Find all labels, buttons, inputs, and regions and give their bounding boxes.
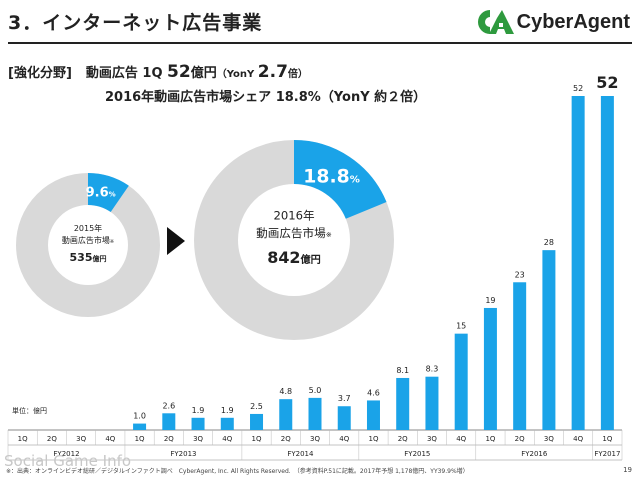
x-tick-label: 4Q [222, 435, 232, 443]
focus-value: 52 [167, 62, 191, 82]
focus-tag: [強化分野] [8, 66, 72, 81]
bar-value-label: 1.0 [133, 412, 146, 421]
bar-value-label: 8.1 [396, 366, 409, 375]
bar [513, 282, 527, 430]
focus-prefix: 動画広告 1Q [85, 66, 168, 81]
x-tick-label: 3Q [193, 435, 203, 443]
x-tick-label: 2Q [281, 435, 291, 443]
donut-note-mark: ※ [110, 239, 114, 245]
bar [250, 413, 264, 430]
bar [571, 96, 585, 430]
x-tick-label: 1Q [135, 435, 145, 443]
x-tick-label: 3Q [427, 435, 437, 443]
page-number: 19 [623, 466, 632, 474]
donut-amount: 535億円 [70, 251, 107, 264]
arrow-right-icon [167, 227, 185, 255]
x-tick-label: 4Q [105, 435, 115, 443]
focus-unit: 億円 [190, 66, 217, 81]
donut-share-segment [87, 173, 129, 213]
x-tick-label: 1Q [602, 435, 612, 443]
bar [600, 96, 614, 430]
title-divider [8, 42, 632, 44]
donut-market-label: 動画広告市場※ [256, 226, 332, 240]
bar-value-label: 23 [515, 270, 525, 279]
bar-value-label: 4.8 [279, 387, 292, 396]
watermark: Social Game Info [4, 452, 132, 470]
x-tick-label: 4Q [339, 435, 349, 443]
fiscal-year-label: FY2017 [594, 450, 620, 458]
bar [396, 377, 410, 430]
donut-share-label: 9.6% [86, 186, 116, 201]
page-title: 3．インターネット広告事業 [8, 12, 263, 34]
donut-market-label: 動画広告市場※ [62, 235, 114, 245]
bar-value-label: 52 [596, 73, 618, 92]
bar [366, 400, 380, 430]
fiscal-year-label: FY2015 [404, 450, 430, 458]
x-tick-label: 1Q [368, 435, 378, 443]
fiscal-year-label: FY2016 [521, 450, 548, 458]
donut-share-unit: % [350, 174, 360, 185]
bar-value-label: 3.7 [338, 394, 351, 403]
bar [454, 333, 468, 430]
bar [279, 399, 293, 430]
bar [162, 413, 176, 430]
donut-share-segment [293, 140, 387, 220]
x-tick-label: 2Q [398, 435, 408, 443]
bar [308, 397, 322, 430]
footnote: ※：出典：オンラインビデオ総研／デジタルインファクト調べ CyberAgent,… [6, 468, 469, 475]
bar [542, 250, 556, 430]
x-tick-label: 3Q [544, 435, 554, 443]
bar [133, 423, 147, 430]
donut-note-mark: ※ [326, 230, 332, 239]
x-tick-label: 3Q [310, 435, 320, 443]
bar [425, 376, 439, 430]
unit-label: 単位：億円 [12, 406, 47, 415]
bar [337, 406, 351, 430]
donut-ring [16, 173, 160, 317]
focus-yoy-value: 2.7 [257, 62, 288, 82]
bar-value-label: 2.5 [250, 402, 263, 411]
bar-value-label: 5.0 [309, 386, 322, 395]
fiscal-year-label: FY2014 [287, 450, 314, 458]
share-headline: 2016年動画広告市場シェア 18.8%（YonY 約２倍） [105, 90, 427, 105]
cyberagent-logo: CyberAgent [470, 6, 630, 38]
cyberagent-logo-icon [477, 10, 514, 34]
bar-value-label: 52 [573, 84, 583, 93]
bar-value-label: 15 [456, 322, 466, 331]
bar-value-label: 2.6 [162, 401, 175, 410]
brand-name: CyberAgent [516, 10, 630, 33]
x-tick-label: 1Q [485, 435, 495, 443]
x-tick-label: 1Q [18, 435, 28, 443]
x-tick-label: 1Q [252, 435, 262, 443]
x-tick-label: 2Q [164, 435, 174, 443]
fiscal-year-label: FY2012 [53, 450, 79, 458]
focus-yoy-suffix: 倍） [287, 69, 308, 80]
donut-amount: 842億円 [267, 248, 321, 267]
donut-year-label: 2015年 [74, 223, 102, 233]
bar-value-label: 28 [544, 238, 554, 247]
donut-amount-unit: 億円 [301, 253, 321, 266]
donut-year-label: 2016年 [273, 209, 315, 223]
x-tick-label: 2Q [47, 435, 57, 443]
bar [483, 307, 497, 430]
bar-value-label: 4.6 [367, 388, 380, 397]
focus-yoy-prefix: （YonY [216, 69, 258, 80]
donut-amount-unit: 億円 [92, 254, 106, 263]
x-tick-label: 4Q [456, 435, 466, 443]
donut-share-unit: % [109, 191, 116, 199]
bar-value-label: 1.9 [221, 406, 234, 415]
x-tick-label: 3Q [76, 435, 86, 443]
bar-value-label: 1.9 [192, 406, 205, 415]
bar-value-label: 8.3 [426, 365, 439, 374]
donut-share-label: 18.8% [303, 166, 360, 187]
bar-value-label: 19 [485, 296, 495, 305]
fiscal-year-label: FY2013 [170, 450, 196, 458]
bar [191, 417, 205, 430]
x-tick-label: 4Q [573, 435, 583, 443]
bar [220, 417, 234, 430]
focus-headline: [強化分野] 動画広告 1Q 52億円（YonY 2.7倍） [8, 62, 308, 82]
x-tick-label: 2Q [515, 435, 525, 443]
